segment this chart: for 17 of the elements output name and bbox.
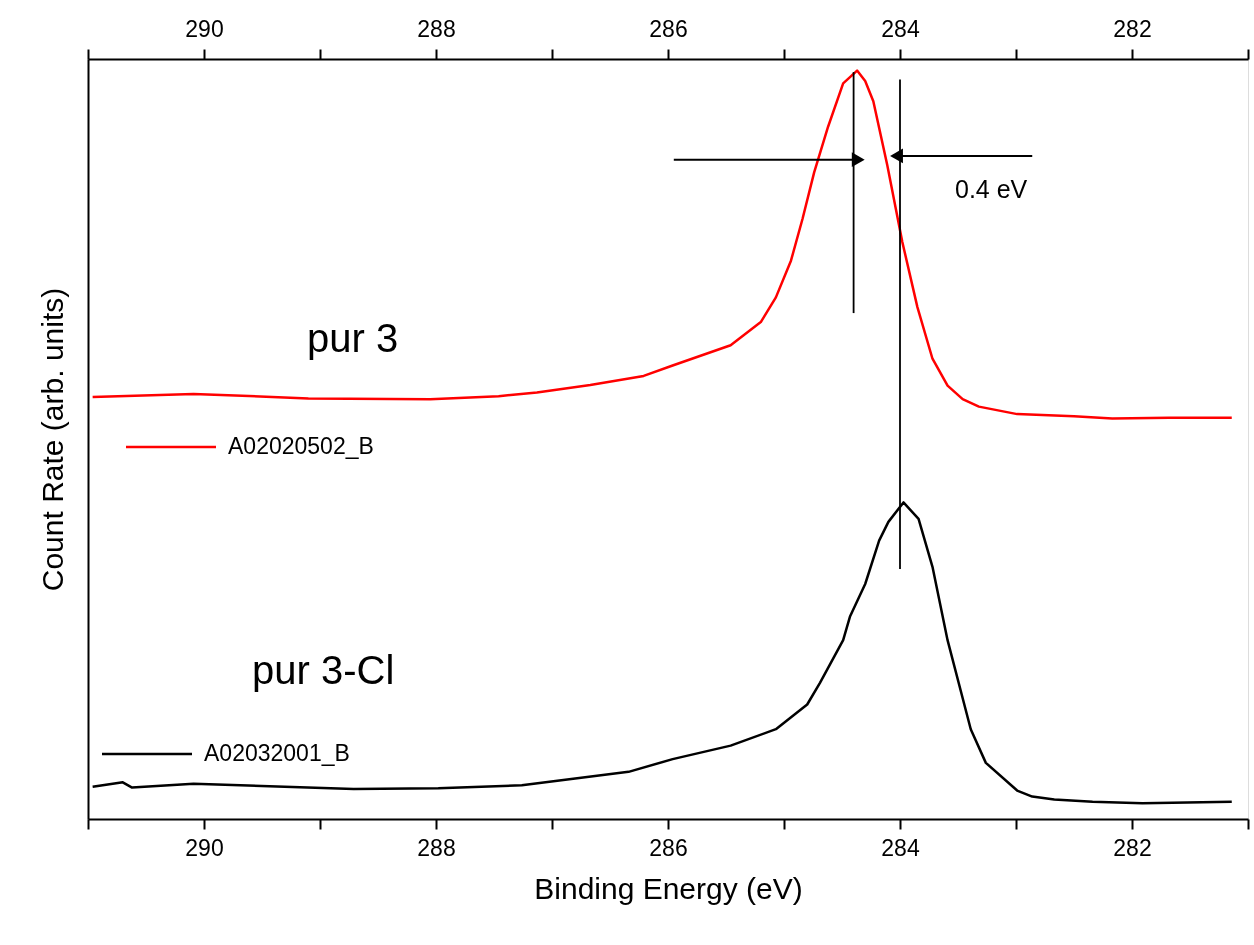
legend-label: A02032001_B bbox=[204, 740, 350, 766]
x-tick-label: 282 bbox=[1113, 834, 1152, 861]
x-tick-label: 286 bbox=[649, 834, 688, 861]
x2-tick-label: 284 bbox=[881, 15, 920, 42]
x2-tick-label: 290 bbox=[185, 15, 224, 42]
x-tick-label: 288 bbox=[417, 834, 456, 861]
y-axis-title: Count Rate (arb. units) bbox=[35, 287, 69, 592]
legend-label: A02020502_B bbox=[228, 433, 374, 459]
x-tick-label: 290 bbox=[185, 834, 224, 861]
x-tick-label: 284 bbox=[881, 834, 920, 861]
x2-tick-label: 282 bbox=[1113, 15, 1152, 42]
x2-tick-label: 288 bbox=[417, 15, 456, 42]
x2-tick-label: 286 bbox=[649, 15, 688, 42]
annotation: pur 3-Cl bbox=[252, 648, 395, 692]
annotation: 0.4 eV bbox=[955, 175, 1028, 203]
x-axis-title: Binding Energy (eV) bbox=[534, 871, 803, 905]
annotation: pur 3 bbox=[307, 316, 399, 360]
